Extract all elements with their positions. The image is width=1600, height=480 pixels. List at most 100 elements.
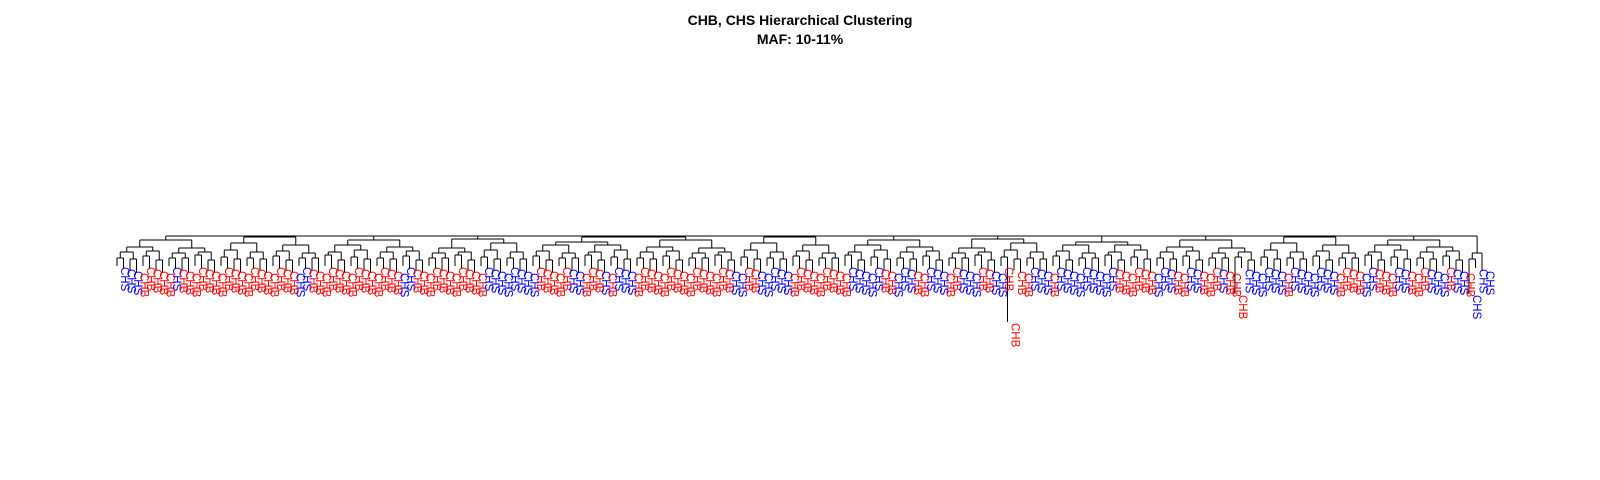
- leaf-label: CHS: [404, 267, 416, 292]
- leaf-label: CHB: [274, 267, 286, 292]
- leaf-label: CHB: [339, 271, 351, 296]
- leaf-label: CHB: [216, 273, 228, 298]
- leaf-label: CHB: [1009, 323, 1021, 348]
- leaf-label: CHS: [781, 271, 793, 296]
- leaf-label: CHS: [755, 271, 767, 296]
- leaf-label: CHB: [560, 267, 572, 292]
- leaf-label: CHS: [1308, 273, 1320, 298]
- leaf-label: CHS: [924, 267, 936, 292]
- leaf-label: CHS: [963, 271, 975, 296]
- leaf-label: CHB: [911, 271, 923, 296]
- leaf-label: CHB: [807, 271, 819, 296]
- leaf-label: CHS: [125, 269, 137, 294]
- leaf-label: CHB: [703, 271, 715, 296]
- leaf-label: CHS: [508, 267, 520, 292]
- leaf-label: CHB: [554, 273, 566, 298]
- leaf-label: CHB: [248, 267, 260, 292]
- leaf-label: CHB: [229, 269, 241, 294]
- leaf-label: CHB: [1340, 267, 1352, 292]
- leaf-label: CHS: [300, 267, 312, 292]
- leaf-label: CHB: [1379, 271, 1391, 296]
- leaf-label: CHS: [1366, 267, 1378, 292]
- leaf-label: CHB: [1119, 271, 1131, 296]
- leaf-label: CHS: [528, 273, 540, 298]
- leaf-label: CHS: [612, 267, 624, 292]
- leaf-label: CHB: [944, 273, 956, 298]
- leaf-label: CHS: [1392, 267, 1404, 292]
- leaf-label: CHS: [989, 271, 1001, 296]
- leaf-label: CHB: [1139, 269, 1151, 294]
- leaf-label: CHS: [1321, 269, 1333, 294]
- leaf-label: CHS: [489, 269, 501, 294]
- leaf-label: CHB: [677, 271, 689, 296]
- leaf-label: CHS: [1457, 271, 1469, 296]
- leaf-label: CHB: [411, 269, 423, 294]
- leaf-label: CHS: [515, 269, 527, 294]
- leaf-label: CHB: [281, 269, 293, 294]
- leaf-label: CHS: [1256, 273, 1268, 298]
- leaf-label: CHB: [1132, 267, 1144, 292]
- leaf-label: CHB: [1373, 269, 1385, 294]
- leaf-label: CHB: [1405, 271, 1417, 296]
- leaf-label: CHS: [1087, 269, 1099, 294]
- leaf-label: CHS: [768, 267, 780, 292]
- leaf-label: CHB: [151, 269, 163, 294]
- leaf-label: CHS: [1470, 295, 1482, 320]
- leaf-label: CHB: [684, 273, 696, 298]
- leaf-label: CHS: [846, 267, 858, 292]
- leaf-label: CHB: [814, 273, 826, 298]
- leaf-label: CHB: [1197, 271, 1209, 296]
- leaf-label: CHB: [359, 269, 371, 294]
- leaf-label: CHS: [859, 271, 871, 296]
- leaf-label: CHS: [1451, 269, 1463, 294]
- leaf-label: CHS: [599, 271, 611, 296]
- leaf-label: CHS: [1295, 269, 1307, 294]
- chart-subtitle: MAF: 10-11%: [757, 31, 844, 47]
- leaf-label: CHB: [1048, 273, 1060, 298]
- leaf-label: CHB: [469, 271, 481, 296]
- leaf-label: CHB: [255, 269, 267, 294]
- leaf-label: CHB: [710, 273, 722, 298]
- leaf-label: CHB: [658, 273, 670, 298]
- leaf-label: CHB: [417, 271, 429, 296]
- leaf-label: CHS: [957, 269, 969, 294]
- leaf-label: CHB: [190, 273, 202, 298]
- leaf-label: CHB: [177, 269, 189, 294]
- leaf-label: CHB: [697, 269, 709, 294]
- leaf-label: CHB: [450, 273, 462, 298]
- leaf-label: CHS: [1314, 267, 1326, 292]
- leaf-label: CHS: [170, 267, 182, 292]
- leaf-label: CHB: [885, 271, 897, 296]
- leaf-label: CHB: [424, 273, 436, 298]
- leaf-label: CHB: [1126, 273, 1138, 298]
- leaf-label: CHB: [196, 267, 208, 292]
- leaf-label: CHB: [742, 267, 754, 292]
- leaf-label: CHS: [1288, 267, 1300, 292]
- leaf-label: CHB: [235, 271, 247, 296]
- leaf-label: CHB: [1347, 269, 1359, 294]
- leaf-label: CHS: [1249, 271, 1261, 296]
- leaf-label: CHB: [1145, 271, 1157, 296]
- leaf-label: CHB: [547, 271, 559, 296]
- leaf-label: CHB: [749, 269, 761, 294]
- leaf-label: CHB: [326, 267, 338, 292]
- leaf-label: CHS: [1269, 269, 1281, 294]
- leaf-label: CHS: [775, 269, 787, 294]
- leaf-label: CHS: [1262, 267, 1274, 292]
- leaf-label: CHS: [1191, 269, 1203, 294]
- leaf-label: CHB: [1022, 273, 1034, 298]
- leaf-label: CHB: [144, 267, 156, 292]
- leaf-label: CHS: [1054, 267, 1066, 292]
- leaf-label: CHB: [1113, 269, 1125, 294]
- leaf-label: CHB: [463, 269, 475, 294]
- leaf-label: CHB: [164, 273, 176, 298]
- leaf-label: CHB: [950, 267, 962, 292]
- leaf-label: CHB: [1223, 271, 1235, 296]
- leaf-label: CHB: [723, 269, 735, 294]
- leaf-label: CHS: [1360, 273, 1372, 298]
- leaf-label: CHS: [521, 271, 533, 296]
- leaf-label: CHS: [1080, 267, 1092, 292]
- leaf-label: CHB: [203, 269, 215, 294]
- leaf-label: CHS: [1035, 269, 1047, 294]
- leaf-label: CHS: [905, 269, 917, 294]
